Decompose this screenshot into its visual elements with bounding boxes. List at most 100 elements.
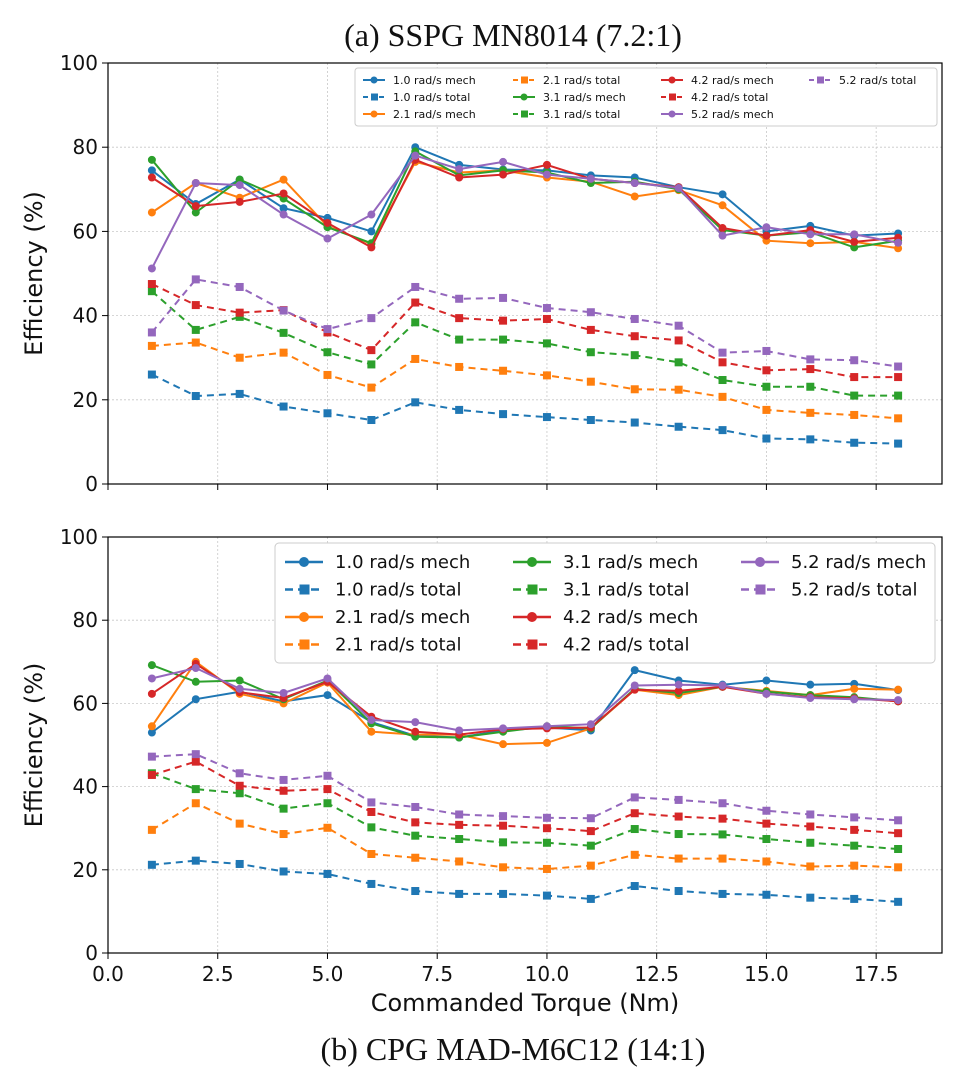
panel-a-data-point [279,328,288,337]
panel-a-legend-label: 2.1 rad/s total [543,74,620,87]
panel-a-data-point [323,348,332,357]
panel-b-data-point [455,820,464,829]
panel-a-data-point [674,184,683,193]
panel-b-data-point [191,757,200,766]
panel-b-data-point [674,795,683,804]
panel-b-data-point [630,850,639,859]
panel-a-ytick-label: 80 [73,135,98,159]
panel-a-data-point [806,365,815,374]
panel-b-legend-label: 4.2 rad/s total [563,635,690,656]
panel-b-legend-marker [527,557,537,567]
panel-b-data-point [674,854,683,863]
panel-a-series-line [151,278,899,368]
panel-a-data-point [762,366,771,375]
panel-a-data-point [850,391,859,400]
panel-a-ytick-label: 100 [60,51,98,75]
panel-a-series-line [151,145,899,237]
panel-b-data-point [894,696,903,705]
panel-b-data-point [542,722,551,731]
panel-a-ytick-label: 20 [73,388,98,412]
panel-b-xtick-label: 12.5 [634,962,679,986]
panel-b-data-point [586,720,595,729]
panel-b-data-point [762,835,771,844]
panel-b-data-point [499,838,508,847]
panel-a-data-point [411,318,420,327]
panel-a-data-point [762,346,771,355]
panel-b-data-point [630,793,639,802]
panel-b-data-point [499,821,508,830]
panel-a-ytick-label: 40 [73,304,98,328]
panel-a-data-point [586,325,595,334]
panel-a-data-point [191,275,200,284]
panel-b-data-point [279,804,288,813]
panel-b-data-point [499,740,508,749]
panel-a-data-point [586,308,595,317]
panel-a-data-point [850,230,859,239]
panel-b-data-point [850,695,859,704]
panel-b-data-point [718,799,727,808]
panel-b: 0 20 40 60 80 100 0.0 2.5 5.0 7.5 10.0 12.5 15.0 17.5… [20,525,943,1017]
panel-b-data-point [499,889,508,898]
panel-a-data-point [718,392,727,401]
panel-a-data-point [499,293,508,302]
panel-b-data-point [411,853,420,862]
panel-b-data-point [762,857,771,866]
panel-a-data-point [850,243,859,252]
panel-b-data-point [762,689,771,698]
panel-a-data-point [850,438,859,447]
panel-a-data-point [235,353,244,362]
panel-a-data-point [762,231,771,240]
panel-b-series-line [151,666,899,732]
panel-a-data-point [147,155,156,164]
panel-a-data-point [235,308,244,317]
panel-b-data-point [455,810,464,819]
panel-a-caption: (a) SSPG MN8014 (7.2:1) [344,17,682,53]
panel-b-legend-label: 1.0 rad/s mech [335,552,470,573]
panel-a-legend-box [354,67,938,127]
panel-b-ylabel: Efficiency (%) [20,663,48,828]
panel-b-data-point [674,686,683,695]
panel-b-legend-label: 1.0 rad/s total [335,580,462,601]
panel-a-data-point [674,336,683,345]
panel-b-data-point [894,863,903,872]
panel-b-data-point [367,716,376,725]
panel-a-data-point [850,356,859,365]
panel-a-legend-label: 5.2 rad/s total [839,74,916,87]
panel-a-data-point [279,402,288,411]
panel-a-data-point [542,371,551,380]
panel-a-data-point [455,314,464,323]
panel-b-data-point [367,849,376,858]
panel-b-data-point [279,689,288,697]
panel-b-data-point [367,798,376,807]
panel-a-data-point [235,197,244,206]
panel-b-xtick-label: 2.5 [202,962,234,986]
panel-b-data-point [762,806,771,815]
panel-b-data-point [542,891,551,900]
panel-a-data-point [411,298,420,307]
panel-b-data-point [806,838,815,847]
panel-a-data-point [147,264,156,273]
panel-a-data-point [279,348,288,357]
panel-b-data-point [455,857,464,866]
panel-b-data-point [147,674,156,683]
panel-a-data-point [235,312,244,321]
panel-a-legend-label: 3.1 rad/s total [543,108,620,121]
panel-a-data-point [542,170,551,179]
panel-b-data-point [806,810,815,819]
panel-a-data-point [674,321,683,330]
panel-a-data-point [367,210,376,219]
panel-a-data-point [630,192,639,201]
panel-b-data-point [235,859,244,868]
panel-b-data-point [674,680,683,689]
panel-b-xtick-label: 5.0 [312,962,344,986]
panel-a-data-point [718,348,727,357]
panel-a-legend-label: 5.2 rad/s mech [691,108,774,121]
panel-a-data-point [499,410,508,419]
panel-a-data-point [718,224,727,233]
panel-a-data-point [894,391,903,400]
panel-b-data-point [806,680,815,689]
panel-b-data-point [894,845,903,853]
panel-b-data-point [894,829,903,838]
panel-a-data-point [850,410,859,419]
